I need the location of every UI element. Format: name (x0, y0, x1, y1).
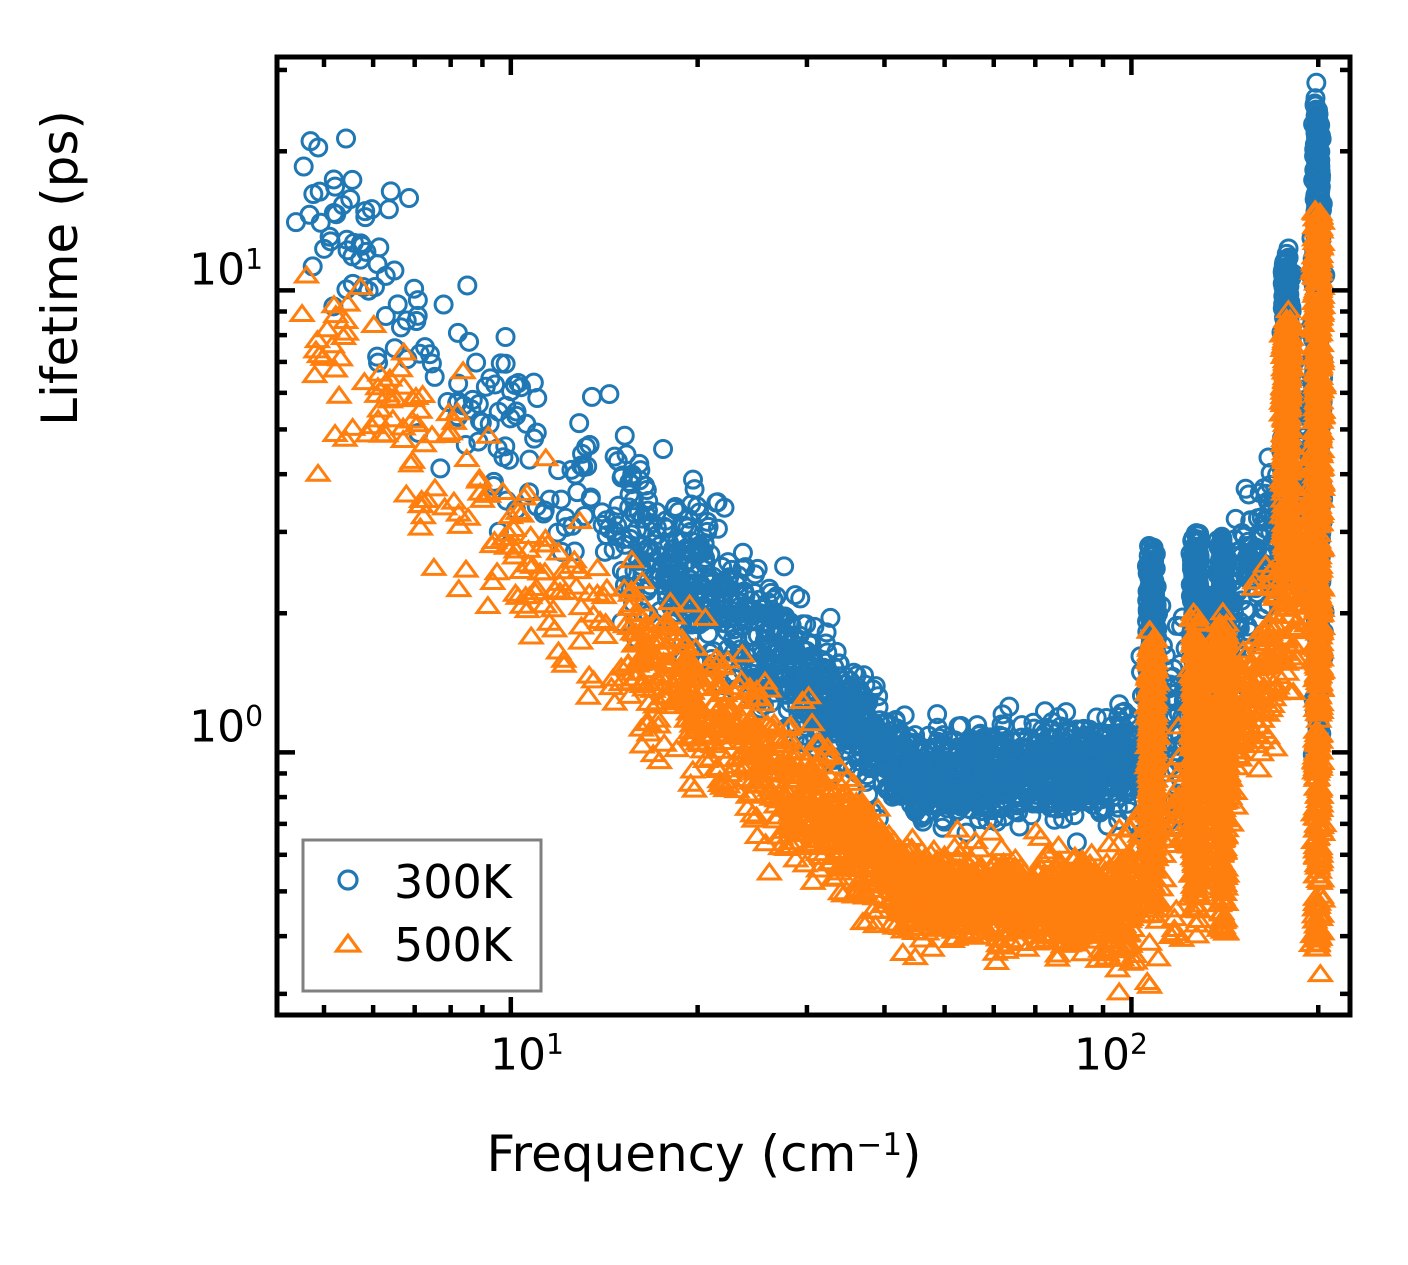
y-tick-label-10e0: 100 (189, 700, 263, 753)
legend-label-500K: 500K (394, 918, 512, 972)
axis-ticks (277, 57, 1350, 1015)
legend-label-300K: 300K (394, 855, 512, 909)
x-axis-label: Frequency (cm−1) (486, 1125, 922, 1183)
axis-frame (274, 54, 1353, 1018)
x-tick-label-10e2: 102 (1074, 1028, 1148, 1081)
legend-box[interactable] (301, 838, 543, 993)
x-tick-label-10e1: 101 (490, 1028, 564, 1081)
series-500K-points (288, 199, 1338, 1001)
y-tick-label-10e1: 101 (189, 243, 263, 296)
series-300K-points (285, 72, 1336, 857)
y-axis-label: Lifetime (ps) (31, 109, 89, 426)
y-axis-label-wrap: Lifetime (ps) (0, 0, 120, 1015)
legend-markers (333, 869, 363, 953)
